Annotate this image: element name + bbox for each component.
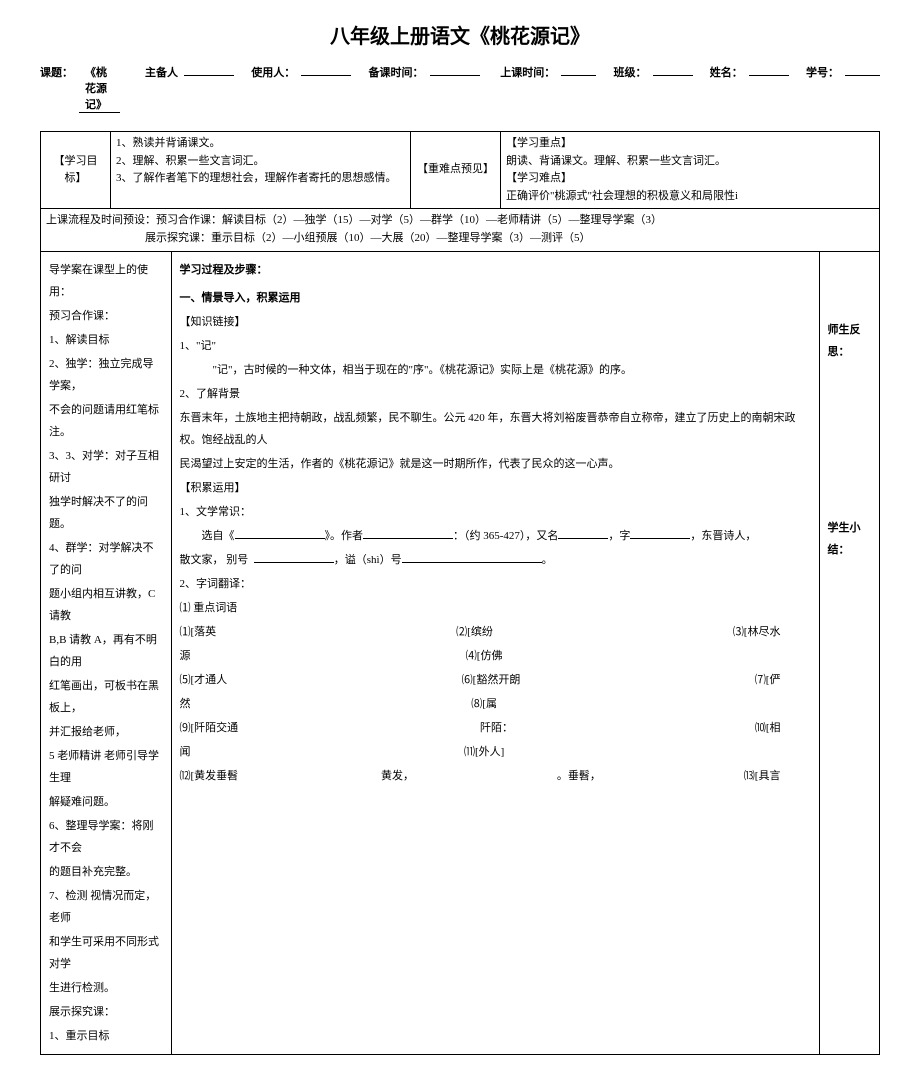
objectives-label: 【学习目标】 xyxy=(41,132,111,209)
xuehao-label: 学号： xyxy=(806,64,839,80)
proc-head: 学习过程及步骤： xyxy=(180,259,811,281)
bg2: 东晋末年，土族地主把持朝政，战乱频繁，民不聊生。公元 420 年，东晋大将刘裕废… xyxy=(180,407,811,451)
lc-i2b: 不会的问题请用红笔标注。 xyxy=(49,399,163,443)
obj-1: 1、熟读并背诵课文。 xyxy=(116,137,221,149)
lc-i7b: 和学生可采用不同形式对学 xyxy=(49,931,163,975)
lc-i5b: 解疑难问题。 xyxy=(49,791,163,813)
lc-i6: 6、整理导学案：将刚才不会 xyxy=(49,815,163,859)
zhishi: 【知识链接】 xyxy=(180,311,811,333)
bg1: 2、了解背景 xyxy=(180,383,811,405)
center-panel: 学习过程及步骤： 一、情景导入，积累运用 【知识链接】 1、"记" "记"，古时… xyxy=(171,252,819,1054)
vocab-row-5: ⑼[阡陌交通 阡陌： ⑽[相 xyxy=(180,717,811,739)
jilei: 【积累运用】 xyxy=(180,477,811,499)
blank xyxy=(653,63,693,76)
right-panel: 师生反思： 学生小结： xyxy=(819,252,879,1054)
vocab-row-6: 闻 ⑾[外人] xyxy=(180,741,811,763)
fy1: 2、字词翻译： xyxy=(180,573,811,595)
main-table: 【学习目标】 1、熟读并背诵课文。 2、理解、积累一些文言词汇。 3、了解作者笔… xyxy=(40,131,880,1055)
zhongdian-label: 【学习重点】 xyxy=(506,137,572,149)
lc-i4b: 题小组内相互讲教，C 请教 xyxy=(49,583,163,627)
wx3: 散文家， 别号 ，谥（shì）号。 xyxy=(180,549,811,571)
vocab-row-1: ⑴[落英 ⑵[缤纷 ⑶[林尽水 xyxy=(180,621,811,643)
rc-1: 师生反思： xyxy=(828,319,872,363)
blank xyxy=(301,63,351,76)
lc-i4d: 红笔画出，可板书在黑板上， xyxy=(49,675,163,719)
blank xyxy=(184,63,234,76)
obj-3: 3、了解作者笔下的理想社会，理解作者寄托的思想感情。 xyxy=(116,172,397,184)
lc-i4e: 并汇报给老师， xyxy=(49,721,163,743)
zhubei-label: 主备人 xyxy=(145,64,178,80)
ji2: "记"，古时候的一种文体，相当于现在的"序"。《桃花源记》实际上是《桃花源》的序… xyxy=(180,359,811,381)
flow-2: 展示探究课：重示目标（2）—小组预展（10）—大展（20）—整理导学案（3）—测… xyxy=(46,230,591,248)
lc-i8: 1、重示目标 xyxy=(49,1025,163,1047)
lc-h1: 导学案在课型上的使用： xyxy=(49,259,163,303)
blank xyxy=(430,63,480,76)
objectives-content: 1、熟读并背诵课文。 2、理解、积累一些文言词汇。 3、了解作者笔下的理想社会，… xyxy=(111,132,411,209)
wx1: 1、文学常识： xyxy=(180,501,811,523)
keti-label: 课题： xyxy=(40,64,73,80)
vocab-row-4: 然 ⑻[属 xyxy=(180,693,811,715)
vocab-row-2: 源 ⑷[仿佛 xyxy=(180,645,811,667)
blank xyxy=(561,63,596,76)
preview-content: 【学习重点】 朗读、背诵课文。理解、积累一些文言词汇。 【学习难点】 正确评价"… xyxy=(501,132,880,209)
info-line: 课题： 《桃花源记》 主备人 使用人： 备课时间： 上课时间： 班级： 姓名： … xyxy=(40,63,880,113)
lc-i2: 2、独学：独立完成导学案， xyxy=(49,353,163,397)
ji1: 1、"记" xyxy=(180,335,811,357)
blank xyxy=(845,63,880,76)
lc-i6b: 的题目补充完整。 xyxy=(49,861,163,883)
lc-h2: 预习合作课： xyxy=(49,305,163,327)
banji-label: 班级： xyxy=(614,64,647,80)
xingming-label: 姓名： xyxy=(710,64,743,80)
lc-i4: 4、群学：对学解决不了的问 xyxy=(49,537,163,581)
nandian: 正确评价"桃源式"社会理想的积极意义和局限性i xyxy=(506,190,738,202)
fy2: ⑴ 重点词语 xyxy=(180,597,811,619)
flow-cell: 上课流程及时间预设：预习合作课：解读目标（2）—独学（15）—对学（5）—群学（… xyxy=(41,209,880,251)
flow-1: 上课流程及时间预设：预习合作课：解读目标（2）—独学（15）—对学（5）—群学（… xyxy=(46,214,662,226)
shiyong-label: 使用人： xyxy=(251,64,295,80)
rc-2: 学生小结： xyxy=(828,517,872,561)
lc-i3: 3、3、对学：对子互相研讨 xyxy=(49,445,163,489)
lc-i1: 1、解读目标 xyxy=(49,329,163,351)
bg3: 民渴望过上安定的生活，作者的《桃花源记》就是这一时期所作，代表了民众的这一心声。 xyxy=(180,453,811,475)
sec1: 一、情景导入，积累运用 xyxy=(180,287,811,309)
vocab-row-7: ⑿[黄发垂髫 黄发， 。垂髫， ⒀[具言 xyxy=(180,765,811,787)
beike-label: 备课时间： xyxy=(369,64,424,80)
nandian-label: 【学习难点】 xyxy=(506,172,572,184)
lc-i5: 5 老师精讲 老师引导学生理 xyxy=(49,745,163,789)
lc-i7: 7、检测 视情况而定，老师 xyxy=(49,885,163,929)
blank xyxy=(749,63,789,76)
wx2: 选自《》。作者：（约 365-427），又名，字，东晋诗人， xyxy=(180,525,811,547)
page-title: 八年级上册语文《桃花源记》 xyxy=(40,20,880,49)
zhongdian: 朗读、背诵课文。理解、积累一些文言词汇。 xyxy=(506,155,726,167)
left-panel: 导学案在课型上的使用： 预习合作课： 1、解读目标 2、独学：独立完成导学案， … xyxy=(41,252,171,1054)
obj-2: 2、理解、积累一些文言词汇。 xyxy=(116,155,265,167)
preview-label: 【重难点预见】 xyxy=(411,132,501,209)
shangke-label: 上课时间： xyxy=(500,64,555,80)
lc-h3: 展示探究课： xyxy=(49,1001,163,1023)
vocab-row-3: ⑸[才通人 ⑹[豁然开朗 ⑺[俨 xyxy=(180,669,811,691)
lc-i7c: 生进行检测。 xyxy=(49,977,163,999)
keti-value: 《桃花源记》 xyxy=(79,64,120,113)
lc-i3b: 独学时解决不了的问题。 xyxy=(49,491,163,535)
